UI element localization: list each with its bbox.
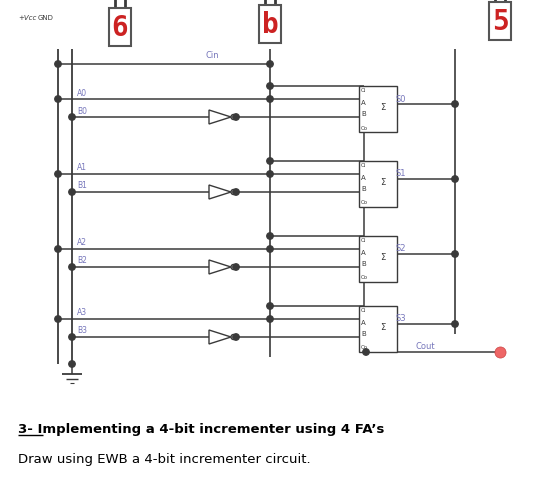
Text: A1: A1 bbox=[77, 163, 87, 172]
Text: A: A bbox=[361, 319, 366, 325]
Text: Σ: Σ bbox=[380, 253, 385, 262]
Text: 5: 5 bbox=[492, 8, 508, 36]
Bar bbox=[359, 87, 397, 133]
Circle shape bbox=[55, 62, 61, 68]
Text: Σ: Σ bbox=[380, 178, 385, 187]
Circle shape bbox=[69, 334, 75, 341]
Text: Ci: Ci bbox=[361, 163, 366, 168]
Text: A: A bbox=[361, 175, 366, 181]
Text: Σ: Σ bbox=[380, 323, 385, 332]
Circle shape bbox=[452, 321, 458, 328]
Circle shape bbox=[452, 252, 458, 258]
Text: A0: A0 bbox=[77, 88, 87, 97]
Circle shape bbox=[55, 97, 61, 103]
Text: +Vcc: +Vcc bbox=[18, 15, 36, 21]
Circle shape bbox=[55, 171, 61, 178]
Text: 3- Implementing a 4-bit incrementer using 4 FA’s: 3- Implementing a 4-bit incrementer usin… bbox=[18, 423, 384, 436]
Text: A3: A3 bbox=[77, 308, 87, 317]
Text: S3: S3 bbox=[395, 314, 406, 323]
Text: Co: Co bbox=[361, 200, 368, 205]
Circle shape bbox=[233, 264, 239, 271]
Text: S2: S2 bbox=[395, 244, 405, 253]
Text: S1: S1 bbox=[395, 169, 405, 178]
Circle shape bbox=[55, 316, 61, 323]
Text: B: B bbox=[361, 330, 366, 336]
Circle shape bbox=[363, 349, 369, 356]
Bar bbox=[359, 162, 397, 207]
Text: A: A bbox=[361, 100, 366, 106]
Text: Σ: Σ bbox=[380, 103, 385, 112]
Circle shape bbox=[69, 115, 75, 121]
Circle shape bbox=[233, 189, 239, 196]
Circle shape bbox=[233, 115, 239, 121]
Circle shape bbox=[267, 62, 273, 68]
Text: B2: B2 bbox=[77, 256, 87, 265]
Text: 6: 6 bbox=[112, 14, 128, 42]
Bar bbox=[359, 236, 397, 283]
Text: Ci: Ci bbox=[361, 308, 366, 313]
Text: B3: B3 bbox=[77, 326, 87, 335]
Circle shape bbox=[233, 334, 239, 341]
Text: GND: GND bbox=[38, 15, 54, 21]
Text: b: b bbox=[262, 11, 278, 39]
Circle shape bbox=[69, 361, 75, 367]
Circle shape bbox=[267, 171, 273, 178]
Bar bbox=[359, 307, 397, 352]
Bar bbox=[489, 3, 511, 41]
Text: B1: B1 bbox=[77, 181, 87, 190]
Circle shape bbox=[452, 102, 458, 108]
Text: Co: Co bbox=[361, 125, 368, 130]
Bar bbox=[109, 9, 131, 47]
Circle shape bbox=[452, 176, 458, 183]
Text: B: B bbox=[361, 111, 366, 117]
Circle shape bbox=[267, 246, 273, 253]
Bar bbox=[259, 6, 281, 44]
Text: B0: B0 bbox=[77, 106, 87, 115]
Text: A2: A2 bbox=[77, 238, 87, 247]
Text: B: B bbox=[361, 186, 366, 191]
Circle shape bbox=[267, 303, 273, 310]
Text: Co: Co bbox=[361, 345, 368, 350]
Circle shape bbox=[69, 264, 75, 271]
Circle shape bbox=[55, 246, 61, 253]
Text: S0: S0 bbox=[395, 94, 405, 103]
Circle shape bbox=[267, 84, 273, 90]
Circle shape bbox=[267, 316, 273, 323]
Text: Draw using EWB a 4-bit incrementer circuit.: Draw using EWB a 4-bit incrementer circu… bbox=[18, 452, 311, 465]
Text: Ci: Ci bbox=[361, 88, 366, 93]
Circle shape bbox=[69, 189, 75, 196]
Text: Ci: Ci bbox=[361, 238, 366, 243]
Text: Cin: Cin bbox=[205, 51, 219, 60]
Text: A: A bbox=[361, 249, 366, 256]
Circle shape bbox=[267, 233, 273, 239]
Text: Cout: Cout bbox=[415, 342, 434, 351]
Circle shape bbox=[267, 97, 273, 103]
Circle shape bbox=[267, 158, 273, 165]
Text: B: B bbox=[361, 261, 366, 267]
Text: Co: Co bbox=[361, 275, 368, 280]
